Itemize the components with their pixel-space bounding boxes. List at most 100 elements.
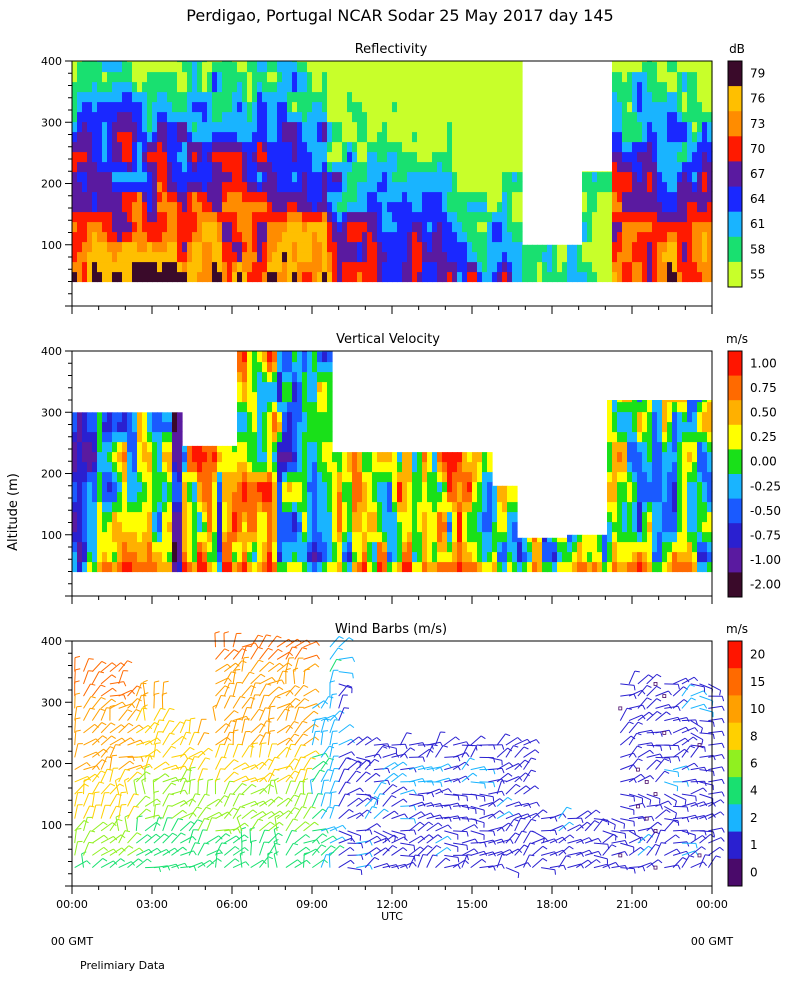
wind-barb-flag (677, 756, 681, 762)
wind-barb-flag (387, 768, 391, 774)
wind-barb (444, 736, 456, 746)
wind-barb (461, 848, 475, 856)
x-tick-label: 00:00 (56, 898, 88, 911)
calm-marker (653, 682, 658, 686)
wind-barb (435, 835, 448, 844)
wind-barb (188, 806, 198, 819)
wind-barb-flag (657, 859, 663, 864)
wind-barb (127, 709, 137, 721)
wind-barb (144, 814, 159, 820)
wind-barb (223, 781, 231, 795)
wind-barb (276, 746, 288, 758)
wind-barb-flag (322, 833, 328, 837)
wind-barb (452, 775, 467, 783)
wind-barb-flag (300, 793, 306, 795)
wind-barb-flag (302, 720, 308, 724)
wind-barb (188, 732, 195, 746)
wind-barb (276, 670, 284, 685)
wind-barb-flag (381, 781, 387, 785)
wind-barb-flag (332, 835, 338, 840)
wind-barb (74, 792, 79, 807)
wind-barb (426, 741, 441, 746)
wind-barb-flag (265, 707, 271, 710)
colorbar-label: 67 (750, 167, 765, 181)
wind-barb (267, 648, 279, 660)
wind-barb-flag (402, 773, 407, 777)
wind-barb-flag (484, 783, 486, 789)
wind-barb-flag (439, 766, 444, 772)
wind-barb-flag (135, 709, 141, 712)
wind-barb (135, 795, 147, 807)
wind-barb (347, 787, 361, 795)
wind-barb-flag (233, 729, 239, 732)
wind-barb (179, 780, 186, 795)
wind-barb (91, 684, 102, 697)
wind-barb-flag (378, 753, 382, 759)
wind-barb-flag (295, 697, 301, 702)
wind-barb-flag (321, 844, 327, 848)
wind-barb (118, 737, 131, 746)
wind-barb (505, 763, 519, 771)
wind-barb-flag (266, 683, 272, 686)
wind-barb (426, 854, 434, 868)
wind-barb (74, 718, 76, 733)
wind-barb (391, 786, 404, 795)
wind-barb (461, 744, 469, 758)
wind-barb (109, 858, 121, 868)
wind-barb-flag (190, 766, 196, 769)
wind-barb-flag (674, 812, 677, 819)
wind-barb-flag (648, 674, 653, 679)
wind-barb (708, 705, 723, 709)
wind-barb-flag (686, 806, 689, 812)
colorbar-label: 55 (750, 267, 765, 281)
wind-barb (426, 845, 437, 856)
wind-barb-flag (499, 810, 504, 815)
wind-barb (276, 797, 289, 807)
wind-barb (74, 669, 76, 684)
wind-barb-flag (314, 663, 320, 668)
wind-barb (593, 842, 608, 845)
wind-barb (329, 792, 333, 807)
wind-barb (118, 804, 122, 819)
wind-barb-flag (89, 805, 95, 808)
wind-barb (417, 748, 430, 758)
wind-barb-flag (412, 862, 417, 867)
wind-barb (567, 838, 582, 844)
wind-barb (320, 835, 334, 844)
wind-barb (672, 677, 687, 685)
wind-barb (273, 829, 278, 844)
wind-barb (628, 714, 643, 722)
wind-barb (514, 785, 527, 795)
wind-barb-flag (330, 845, 336, 849)
wind-barb-flag (439, 814, 444, 820)
wind-barb-flag (279, 662, 284, 667)
wind-barb (162, 782, 172, 795)
wind-barb-flag (651, 827, 655, 833)
wind-barb (496, 747, 508, 758)
wind-barb (637, 749, 651, 758)
wind-barb (91, 708, 101, 721)
wind-barb-flag (422, 778, 426, 784)
y-tick-label: 300 (41, 406, 62, 419)
wind-barb-flag (445, 857, 451, 862)
wind-barb-flag (721, 696, 725, 702)
wind-barb-flag (675, 834, 680, 839)
wind-barb (215, 833, 227, 844)
wind-barb (259, 647, 269, 660)
wind-barb-flag (369, 840, 373, 846)
x-tick-label: 09:00 (296, 898, 328, 911)
colorbar-swatch (728, 858, 742, 887)
wind-barb-flag (154, 722, 160, 726)
wind-barb (417, 854, 424, 868)
wind-barb (655, 809, 667, 819)
wind-barb-flag (133, 777, 139, 781)
wind-barb-flag (250, 685, 256, 689)
wind-barb (294, 684, 304, 697)
wind-barb (435, 777, 450, 783)
wind-barb (435, 745, 444, 758)
wind-barb-flag (251, 839, 257, 842)
wind-barb (232, 669, 236, 684)
wind-barb (136, 848, 150, 856)
colorbar-frame (727, 60, 743, 288)
wind-barb-flag (106, 756, 112, 759)
